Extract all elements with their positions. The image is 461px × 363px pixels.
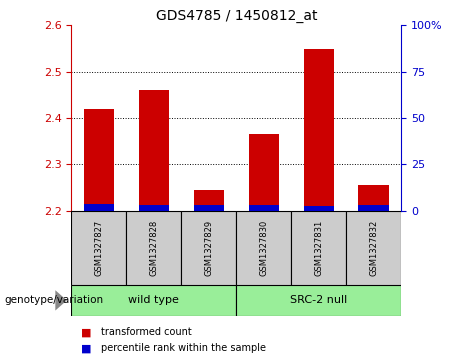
Bar: [236, 211, 291, 285]
Bar: [359, 185, 389, 211]
Bar: [71, 285, 236, 316]
Text: GSM1327829: GSM1327829: [204, 220, 213, 276]
Text: SRC-2 null: SRC-2 null: [290, 295, 347, 305]
Bar: [194, 205, 224, 211]
Text: GSM1327828: GSM1327828: [149, 220, 159, 276]
Bar: [303, 49, 334, 211]
Text: wild type: wild type: [129, 295, 179, 305]
Text: ■: ■: [81, 343, 91, 354]
Bar: [84, 109, 114, 211]
Bar: [359, 205, 389, 211]
Bar: [346, 211, 401, 285]
Bar: [236, 285, 401, 316]
Bar: [139, 204, 169, 211]
Text: GSM1327832: GSM1327832: [369, 220, 378, 276]
Text: transformed count: transformed count: [101, 327, 192, 337]
Title: GDS4785 / 1450812_at: GDS4785 / 1450812_at: [155, 9, 317, 23]
Bar: [248, 134, 279, 211]
Text: percentile rank within the sample: percentile rank within the sample: [101, 343, 266, 354]
Bar: [303, 206, 334, 211]
Bar: [181, 211, 236, 285]
Text: ■: ■: [81, 327, 91, 337]
Bar: [139, 90, 169, 211]
Bar: [248, 204, 279, 211]
Text: GSM1327830: GSM1327830: [259, 220, 268, 276]
Text: GSM1327827: GSM1327827: [95, 220, 103, 276]
Bar: [84, 204, 114, 211]
Text: GSM1327831: GSM1327831: [314, 220, 323, 276]
Text: genotype/variation: genotype/variation: [5, 295, 104, 305]
Bar: [194, 190, 224, 211]
Bar: [71, 211, 126, 285]
Bar: [126, 211, 181, 285]
Bar: [291, 211, 346, 285]
Polygon shape: [55, 290, 67, 311]
